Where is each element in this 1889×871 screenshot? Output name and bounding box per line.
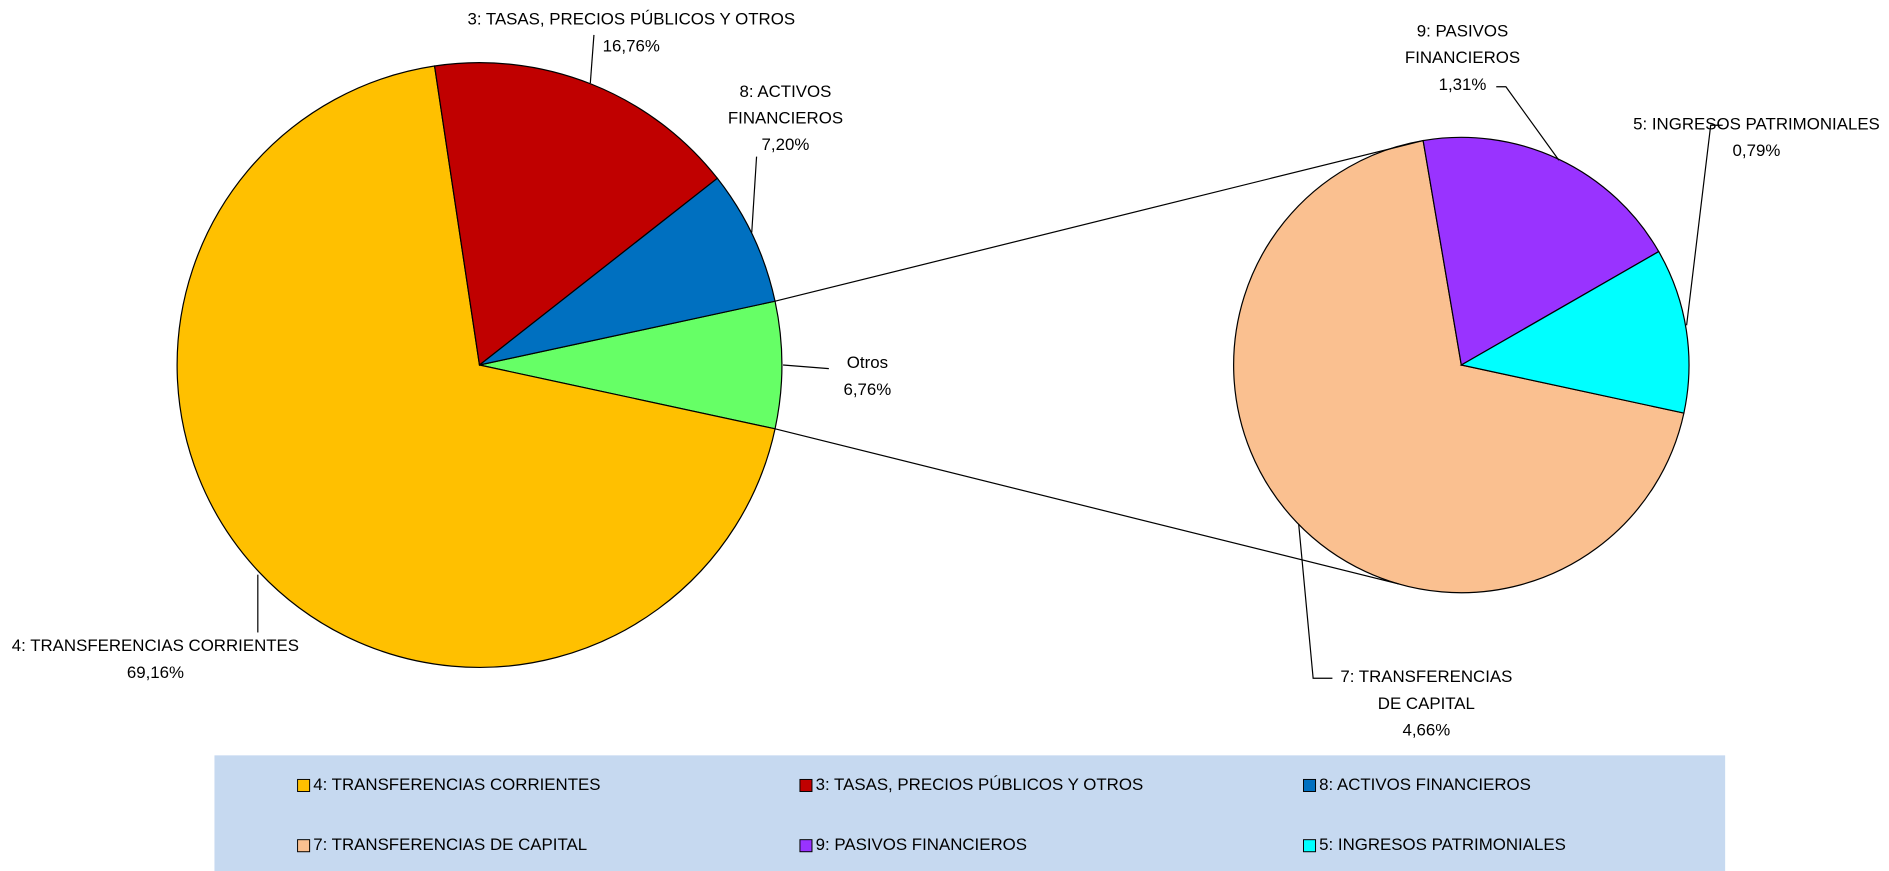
data-label: 7,20%	[762, 135, 810, 154]
leader-line	[783, 364, 829, 370]
leader-line	[1298, 523, 1333, 679]
legend-label: 5: INGRESOS PATRIMONIALES	[1319, 835, 1566, 854]
connector-line	[774, 139, 1424, 302]
pie-slice	[479, 177, 776, 366]
data-label-name: 8: ACTIVOS FINANCIEROS	[728, 82, 843, 128]
legend-label: 8: ACTIVOS FINANCIEROS	[1319, 775, 1531, 794]
legend-swatch	[799, 839, 813, 853]
legend-swatch	[1303, 778, 1317, 792]
pie-slice	[433, 62, 719, 367]
data-label: 1,31%	[1439, 75, 1487, 94]
data-label: 4,66%	[1402, 721, 1450, 740]
legend-swatch	[297, 839, 311, 853]
legend-swatch	[1303, 839, 1317, 853]
data-label-name: 3: TASAS, PRECIOS PÚBLICOS Y OTROS	[467, 10, 795, 29]
data-label: 16,76%	[603, 36, 660, 55]
legend-label: 9: PASIVOS FINANCIEROS	[816, 835, 1027, 854]
legend-label: 7: TRANSFERENCIAS DE CAPITAL	[313, 835, 587, 854]
data-label-name: 9: PASIVOS FINANCIEROS	[1405, 22, 1520, 68]
legend-swatch	[799, 778, 813, 792]
data-label-name: 5: INGRESOS PATRIMONIALES	[1633, 115, 1880, 134]
pie-slice-other	[479, 300, 783, 430]
data-label: 6,76%	[843, 380, 891, 399]
leader-line	[589, 34, 595, 84]
pie-slice	[1459, 250, 1690, 414]
pie-slice	[176, 65, 776, 668]
leader-line	[751, 156, 758, 233]
pie-slice	[1233, 139, 1685, 594]
data-label: 0,79%	[1733, 141, 1781, 160]
legend-box	[214, 755, 1726, 871]
leader-line	[1685, 124, 1723, 326]
data-label-name: 4: TRANSFERENCIAS CORRIENTES	[12, 636, 299, 655]
legend-swatch	[297, 778, 311, 792]
data-label: 69,16%	[127, 663, 184, 682]
data-label-name: 7: TRANSFERENCIAS DE CAPITAL	[1340, 668, 1512, 714]
legend-label: 3: TASAS, PRECIOS PÚBLICOS Y OTROS	[816, 775, 1144, 794]
legend-label: 4: TRANSFERENCIAS CORRIENTES	[313, 775, 600, 794]
connector-line	[774, 428, 1399, 585]
data-label-name: Otros	[847, 353, 888, 372]
leader-line	[1496, 86, 1560, 161]
